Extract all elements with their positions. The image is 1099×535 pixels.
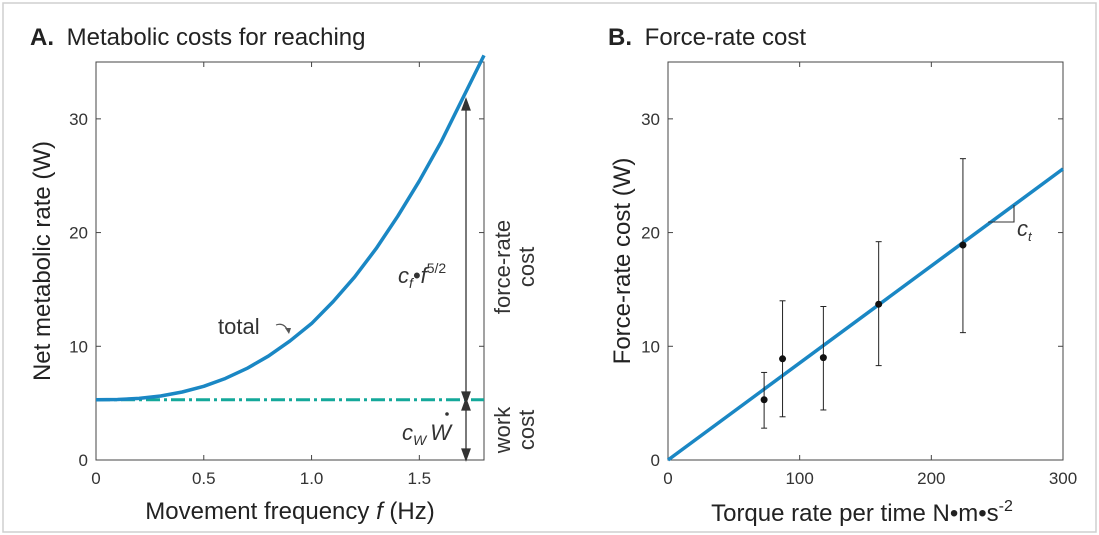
- x-tick-label: 1.0: [300, 469, 324, 488]
- x-tick-label: 100: [785, 469, 813, 488]
- work-side-line1: work: [490, 406, 515, 454]
- x-tick-label: 0.5: [192, 469, 216, 488]
- work-term-dot: [445, 412, 449, 416]
- force-rate-term-c: c: [398, 263, 409, 288]
- panel-b-title-text: Force-rate cost: [645, 24, 807, 51]
- panel-a-letter: A.: [30, 24, 54, 51]
- panel-a-title: A. Metabolic costs for reaching: [30, 24, 365, 51]
- data-point: [760, 396, 768, 404]
- data-point: [959, 241, 967, 249]
- y-tick-label: 20: [69, 224, 88, 243]
- force-rate-term-rest: •f: [413, 263, 430, 288]
- y-tick-label: 10: [641, 337, 660, 356]
- y-tick-label: 30: [69, 110, 88, 129]
- work-term-w: W: [430, 420, 453, 445]
- panel-a-xlabel-prefix: Movement frequency: [145, 498, 376, 525]
- work-side-label: work cost: [490, 406, 539, 454]
- panel-a-xlabel-var: f: [376, 498, 385, 525]
- force-rate-side-line2: cost: [514, 247, 539, 287]
- panel-a-xlabel-suffix: (Hz): [383, 498, 435, 525]
- panel-b-xlabel-exp: -2: [999, 498, 1013, 515]
- y-tick-label: 10: [69, 337, 88, 356]
- y-tick-label: 20: [641, 224, 660, 243]
- slope-label-sub: t: [1028, 229, 1033, 244]
- panel-b-ticks: 0 100 200 300 0 10 20 30: [641, 62, 1077, 488]
- data-point: [779, 355, 787, 363]
- force-rate-term-sub: f: [409, 275, 415, 291]
- panel-a-arrows: [461, 97, 471, 462]
- work-side-line2: cost: [514, 410, 539, 450]
- panel-a-ticks: 0 0.5 1.0 1.5 0 10 20 30: [69, 62, 484, 488]
- panel-b-axes-box: [667, 61, 1064, 461]
- x-tick-label: 1.5: [408, 469, 432, 488]
- x-tick-label: 0: [91, 469, 100, 488]
- total-label-pointer-head: [285, 328, 291, 334]
- work-term: cW W: [402, 420, 453, 448]
- y-tick-label: 0: [651, 451, 660, 470]
- x-tick-label: 0: [663, 469, 672, 488]
- panel-b-xlabel: Torque rate per time N•m•s-2: [711, 498, 1013, 527]
- y-tick-label: 0: [79, 451, 88, 470]
- work-arrow-head-bottom: [461, 448, 471, 462]
- total-label-pointer: [275, 323, 289, 332]
- data-point: [819, 354, 827, 362]
- panel-b-series: [666, 158, 1065, 462]
- work-term-c: c: [402, 420, 413, 445]
- slope-label: ct: [1017, 216, 1033, 244]
- x-tick-label: 300: [1049, 469, 1077, 488]
- panel-b-xlabel-text: Torque rate per time N•m•s: [711, 500, 999, 527]
- force-rate-term: cf•f5/2: [398, 260, 446, 291]
- panel-a-series: [95, 54, 486, 402]
- total-label: total: [218, 314, 260, 339]
- y-tick-label: 30: [641, 110, 660, 129]
- force-rate-arrow-head-top: [461, 97, 471, 111]
- data-point: [875, 300, 883, 308]
- x-tick-label: 200: [917, 469, 945, 488]
- panel-a-ylabel: Net metabolic rate (W): [29, 141, 56, 381]
- panel-a-axes-box: [95, 61, 485, 461]
- work-term-sub: W: [413, 432, 428, 448]
- force-rate-side-label: force-rate cost: [490, 220, 539, 314]
- panel-a-xlabel: Movement frequency f (Hz): [145, 498, 434, 525]
- force-rate-term-exp: 5/2: [427, 260, 447, 276]
- panel-a: A. Metabolic costs for reaching 0 0.5 1.0 1…: [29, 24, 539, 525]
- panel-b-title: B. Force-rate cost: [608, 24, 806, 51]
- slope-triangle: [988, 205, 1015, 223]
- fit-line: [666, 167, 1065, 462]
- work-arrow-head-top: [461, 397, 471, 411]
- total-cost-curve: [95, 54, 486, 402]
- slope-label-c: c: [1017, 216, 1028, 241]
- force-rate-side-line1: force-rate: [490, 220, 515, 314]
- panel-b-letter: B.: [608, 24, 632, 51]
- panel-b-ylabel: Force-rate cost (W): [609, 158, 636, 365]
- panel-a-title-text: Metabolic costs for reaching: [67, 24, 366, 51]
